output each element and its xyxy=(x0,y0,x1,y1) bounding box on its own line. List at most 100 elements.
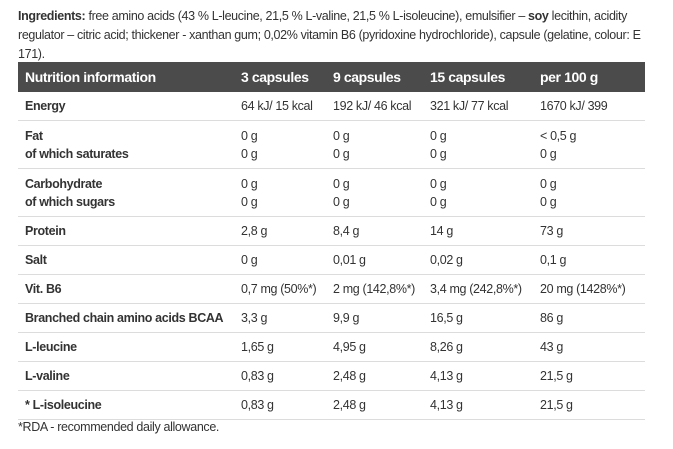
row-label: L-leucine xyxy=(18,332,234,362)
cell-value-line: 0 g xyxy=(241,128,258,143)
row-label-line: Branched chain amino acids BCAA xyxy=(25,311,224,325)
cell-value-line: 0 g xyxy=(430,128,447,143)
row-label-line: of which saturates xyxy=(25,146,129,161)
cell-value: 2,48 g xyxy=(326,390,423,420)
cell-value: 14 g xyxy=(423,216,533,246)
cell-value: 21,5 g xyxy=(533,361,645,391)
cell-value-line: 16,5 g xyxy=(430,311,463,325)
cell-value-line: 9,9 g xyxy=(333,311,360,325)
table-row: Protein 2,8 g 8,4 g 14 g 73 g xyxy=(18,216,645,246)
cell-value-line: 0,1 g xyxy=(540,253,567,267)
cell-value-line: 0 g xyxy=(540,194,557,209)
cell-value: 8,26 g xyxy=(423,332,533,362)
table-row: Energy 64 kJ/ 15 kcal 192 kJ/ 46 kcal 321 k… xyxy=(18,92,645,121)
cell-value-line: 0 g xyxy=(430,194,447,209)
cell-value-line: 0 g xyxy=(540,176,557,191)
row-label-line: * L-isoleucine xyxy=(25,398,102,412)
cell-value-line: 14 g xyxy=(430,224,453,238)
ingredients-part-2: lecithin, acidity regulator – citric aci… xyxy=(18,9,641,61)
cell-value: 0,1 g xyxy=(533,245,645,275)
cell-value: 4,95 g xyxy=(326,332,423,362)
cell-value-line: 3,3 g xyxy=(241,311,268,325)
row-label-line: L-valine xyxy=(25,369,70,383)
cell-value-line: 86 g xyxy=(540,311,563,325)
cell-value: 2,8 g xyxy=(234,216,326,246)
ingredients-text: Ingredients: free amino acids (43 % L-le… xyxy=(18,7,668,64)
row-label: Energy xyxy=(18,92,234,121)
cell-value: 0,7 mg (50%*) xyxy=(234,274,326,304)
cell-value-line: 4,13 g xyxy=(430,398,463,412)
row-label: * L-isoleucine xyxy=(18,390,234,420)
cell-value-line: 73 g xyxy=(540,224,563,238)
row-label-line: Fat xyxy=(25,128,43,143)
row-label-line: Carbohydrate xyxy=(25,176,103,191)
cell-value-line: 4,13 g xyxy=(430,369,463,383)
table-row: L-leucine 1,65 g 4,95 g 8,26 g 43 g xyxy=(18,332,645,362)
cell-value: 2,48 g xyxy=(326,361,423,391)
cell-value-line: 0 g xyxy=(540,146,557,161)
cell-value-line: 1670 kJ/ 399 xyxy=(540,99,608,113)
header-15-capsules: 15 capsules xyxy=(423,62,533,92)
cell-value: 1670 kJ/ 399 xyxy=(533,92,645,121)
cell-value: 0,02 g xyxy=(423,245,533,275)
cell-value: 0,83 g xyxy=(234,390,326,420)
cell-value-line: 0 g xyxy=(333,194,350,209)
cell-value-line: 0,01 g xyxy=(333,253,366,267)
row-label: Protein xyxy=(18,216,234,246)
cell-value-line: 0 g xyxy=(333,146,350,161)
cell-value: 16,5 g xyxy=(423,303,533,333)
cell-value-line: 20 mg (1428%*) xyxy=(540,282,626,296)
cell-value-line: 0 g xyxy=(241,146,258,161)
row-label-line: L-leucine xyxy=(25,340,77,354)
row-label-line: Energy xyxy=(25,99,66,113)
cell-value-line: 0 g xyxy=(241,176,258,191)
cell-value: 4,13 g xyxy=(423,361,533,391)
cell-value: 8,4 g xyxy=(326,216,423,246)
cell-value-line: 0 g xyxy=(430,176,447,191)
cell-value-line: 321 kJ/ 77 kcal xyxy=(430,99,509,113)
cell-value-line: 0,02 g xyxy=(430,253,463,267)
cell-value-line: 0 g xyxy=(333,176,350,191)
cell-value: 86 g xyxy=(533,303,645,333)
cell-value-line: 3,4 mg (242,8%*) xyxy=(430,282,522,296)
row-label: Carbohydrate of which sugars xyxy=(18,168,234,217)
cell-value-line: < 0,5 g xyxy=(540,128,577,143)
table-row: L-valine 0,83 g 2,48 g 4,13 g 21,5 g xyxy=(18,361,645,391)
cell-value: 192 kJ/ 46 kcal xyxy=(326,92,423,121)
cell-value: 3,4 mg (242,8%*) xyxy=(423,274,533,304)
cell-value-line: 64 kJ/ 15 kcal xyxy=(241,99,313,113)
cell-value: 0,83 g xyxy=(234,361,326,391)
cell-value: 20 mg (1428%*) xyxy=(533,274,645,304)
nutrition-table: Nutrition information 3 capsules 9 capsu… xyxy=(18,62,645,420)
header-nutrition-information: Nutrition information xyxy=(18,62,234,92)
row-label: Fat of which saturates xyxy=(18,120,234,169)
row-label-line: Salt xyxy=(25,253,47,267)
header-3-capsules: 3 capsules xyxy=(234,62,326,92)
cell-value: < 0,5 g 0 g xyxy=(533,120,645,169)
cell-value: 9,9 g xyxy=(326,303,423,333)
cell-value-line: 0,7 mg (50%*) xyxy=(241,282,317,296)
row-label-line: Vit. B6 xyxy=(25,282,62,296)
cell-value: 43 g xyxy=(533,332,645,362)
row-label: L-valine xyxy=(18,361,234,391)
ingredients-label: Ingredients: xyxy=(18,9,86,23)
cell-value-line: 0 g xyxy=(430,146,447,161)
cell-value-line: 0 g xyxy=(241,194,258,209)
cell-value-line: 0 g xyxy=(241,253,258,267)
cell-value-line: 2,8 g xyxy=(241,224,268,238)
cell-value: 21,5 g xyxy=(533,390,645,420)
cell-value: 0,01 g xyxy=(326,245,423,275)
footnote: *RDA - recommended daily allowance. xyxy=(18,420,220,434)
cell-value-line: 1,65 g xyxy=(241,340,274,354)
table-row: * L-isoleucine 0,83 g 2,48 g 4,13 g 21,5 g xyxy=(18,390,645,420)
row-label: Vit. B6 xyxy=(18,274,234,304)
cell-value-line: 21,5 g xyxy=(540,398,573,412)
ingredients-part-1: free amino acids (43 % L-leucine, 21,5 %… xyxy=(85,9,529,23)
